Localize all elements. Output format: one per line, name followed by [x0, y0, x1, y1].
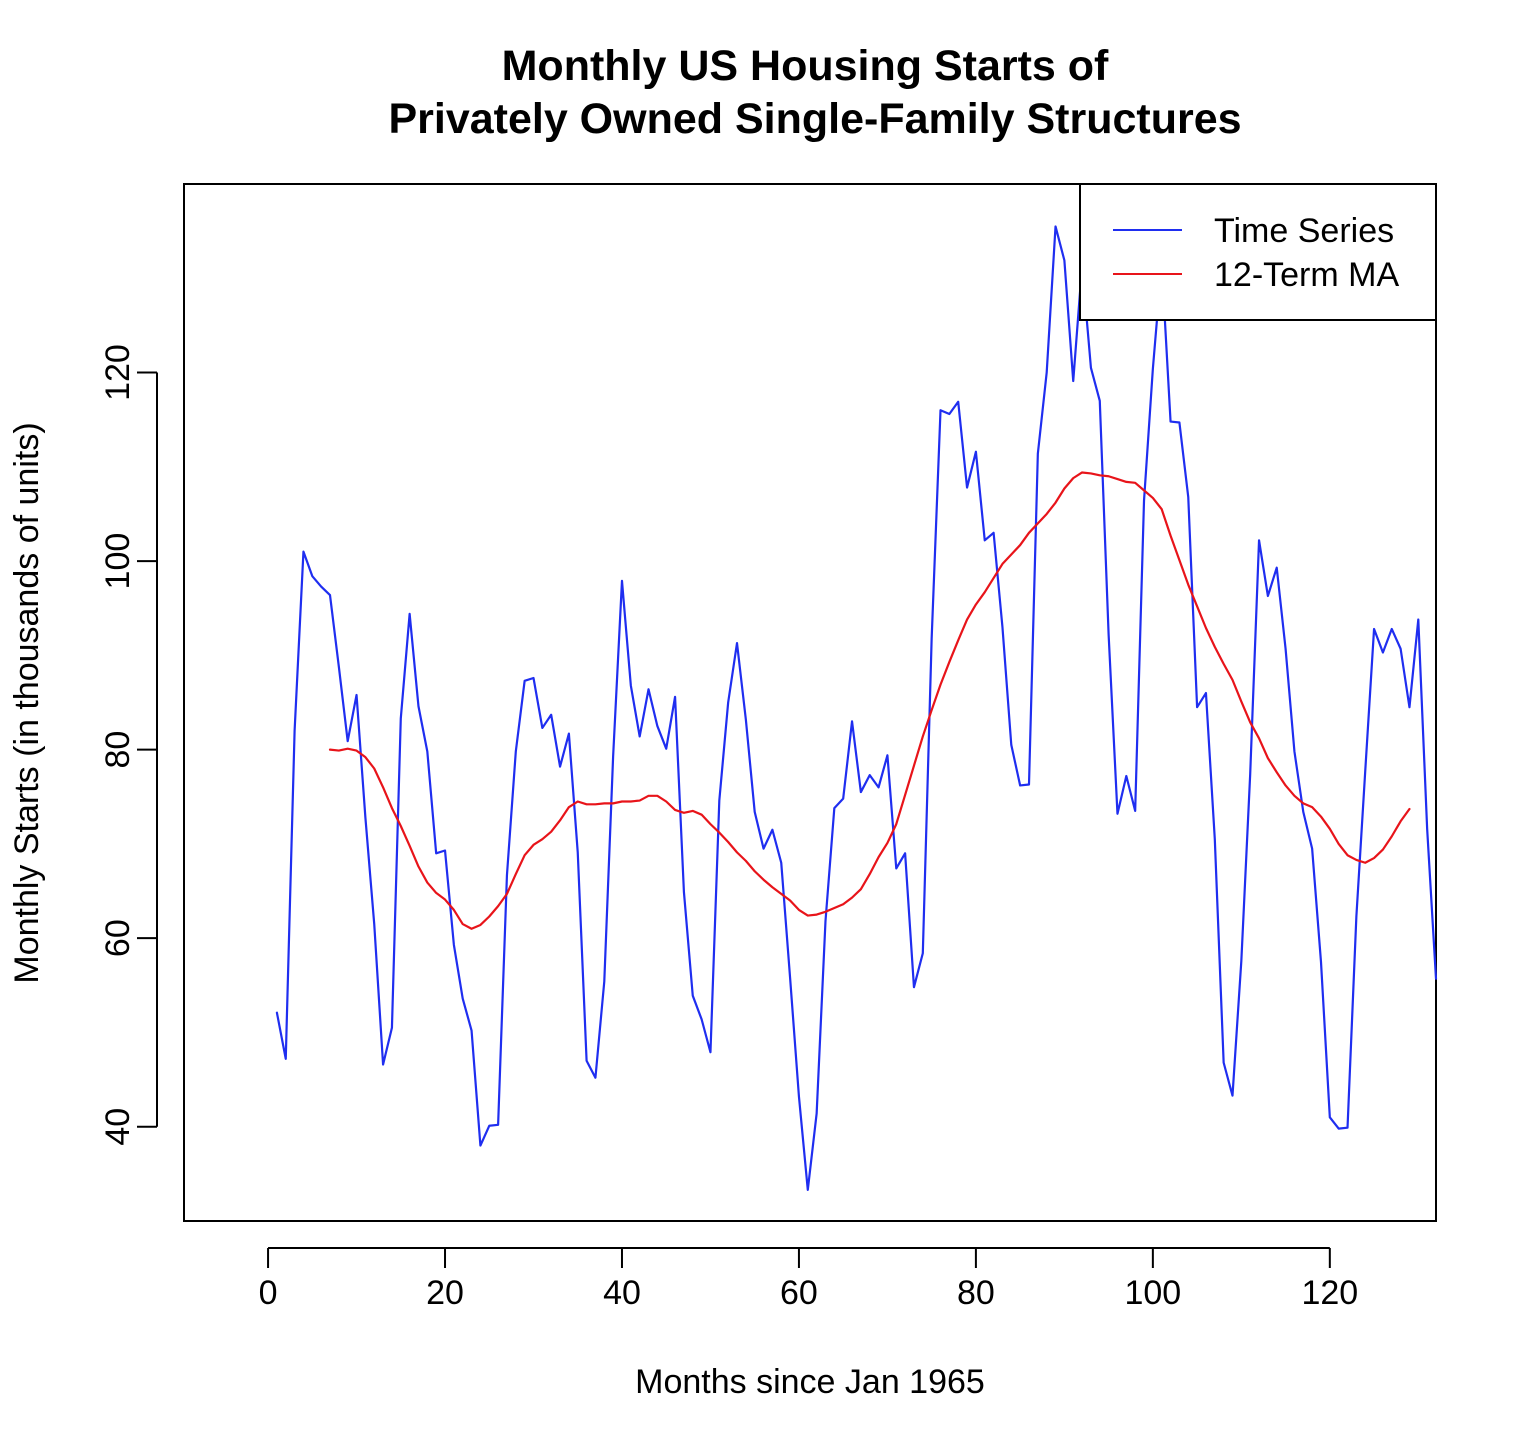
x-tick-label: 120 [1301, 1274, 1358, 1312]
series-layer [275, 225, 1438, 1191]
x-axis-title: Months since Jan 1965 [635, 1363, 985, 1401]
series-line-12-term-ma [328, 471, 1411, 930]
x-axis: 0 20 40 60 80 100 120 [259, 1247, 1358, 1312]
plot-frame [183, 183, 1437, 1222]
y-tick-label: 40 [99, 1108, 137, 1146]
legend-label-12-term-ma: 12-Term MA [1214, 256, 1399, 294]
y-axis: 40 60 80 100 120 [99, 344, 158, 1146]
legend-box [1079, 183, 1437, 321]
x-tick-label: 0 [259, 1274, 278, 1312]
legend-label-time-series: Time Series [1214, 212, 1394, 250]
legend: Time Series 12-Term MA [1079, 183, 1437, 321]
chart-subtitle: Privately Owned Single-Family Structures [388, 95, 1241, 143]
x-tick-label: 40 [603, 1274, 641, 1312]
y-tick-label: 80 [99, 731, 137, 769]
chart-title: Monthly US Housing Starts of [502, 42, 1109, 90]
x-tick-label: 20 [426, 1274, 464, 1312]
y-tick-label: 120 [99, 344, 137, 401]
y-axis-title: Monthly Starts (in thousands of units) [8, 422, 46, 983]
x-tick-label: 80 [957, 1274, 995, 1312]
y-tick-label: 60 [99, 919, 137, 957]
x-tick-label: 100 [1124, 1274, 1181, 1312]
x-tick-label: 60 [780, 1274, 818, 1312]
series-line-time-series [275, 225, 1438, 1191]
y-tick-label: 100 [99, 533, 137, 590]
